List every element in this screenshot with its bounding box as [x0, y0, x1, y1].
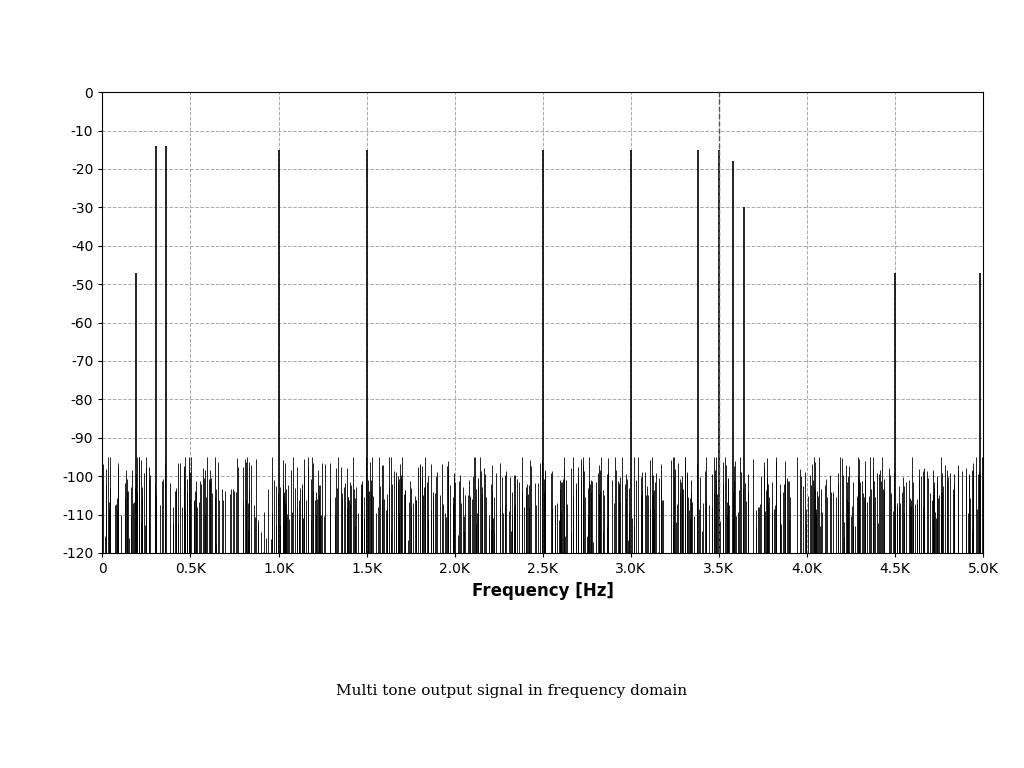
Text: Multi tone output signal in frequency domain: Multi tone output signal in frequency do… — [337, 684, 687, 698]
X-axis label: Frequency [Hz]: Frequency [Hz] — [472, 581, 613, 600]
